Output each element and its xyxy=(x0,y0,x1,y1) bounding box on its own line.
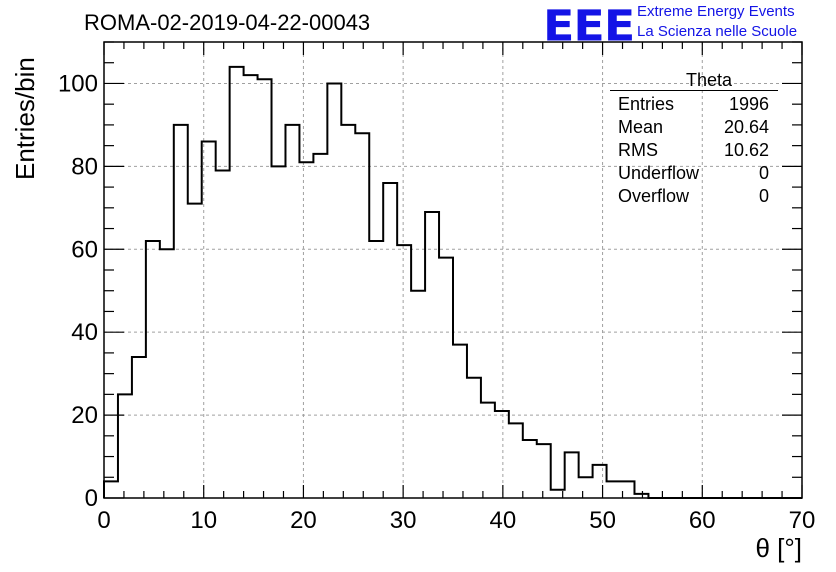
stats-label: Overflow xyxy=(618,186,690,206)
stats-value: 1996 xyxy=(728,94,769,114)
histogram-line xyxy=(103,65,802,499)
x-tick-label: 70 xyxy=(789,507,816,534)
stats-divider xyxy=(610,90,778,91)
stats-value: 0 xyxy=(758,163,769,183)
stats-row-overflow: Overflow 0 xyxy=(610,185,778,208)
y-tick-labels: 0 20 40 60 80 100 xyxy=(58,70,98,512)
y-tick-label: 80 xyxy=(71,153,98,180)
x-tick-label: 10 xyxy=(190,507,217,534)
stats-row-entries: Entries 1996 xyxy=(610,93,778,116)
y-axis-label: Entries/bin xyxy=(10,57,40,180)
stats-label: RMS xyxy=(618,140,658,160)
stats-value: 0 xyxy=(758,186,769,206)
stats-box: Theta Entries 1996 Mean 20.64 RMS 10.62 … xyxy=(610,70,778,208)
x-tick-label: 20 xyxy=(290,507,317,534)
x-tick-label: 30 xyxy=(390,507,417,534)
axis-ticks xyxy=(103,41,803,499)
x-tick-label: 0 xyxy=(97,507,110,534)
eee-logo: EEE xyxy=(543,1,635,51)
y-tick-label: 0 xyxy=(85,485,98,512)
x-tick-label: 60 xyxy=(689,507,716,534)
stats-title: Theta xyxy=(685,70,733,90)
stats-label: Underflow xyxy=(618,163,700,183)
x-tick-label: 40 xyxy=(490,507,517,534)
y-tick-label: 60 xyxy=(71,236,98,263)
stats-row-rms: RMS 10.62 xyxy=(610,139,778,162)
y-tick-label: 40 xyxy=(71,319,98,346)
logo-caption-line2: La Scienza nelle Scuole xyxy=(637,23,798,40)
logo-caption: Extreme Energy Events La Scienza nelle S… xyxy=(637,2,797,42)
stats-label: Mean xyxy=(618,117,664,137)
plot-frame xyxy=(103,41,803,499)
x-tick-label: 50 xyxy=(589,507,616,534)
y-tick-label: 20 xyxy=(71,402,98,429)
stats-value: 10.62 xyxy=(723,140,769,160)
logo-caption-line1: Extreme Energy Events xyxy=(637,3,795,20)
y-tick-label: 100 xyxy=(58,70,98,97)
stats-label: Entries xyxy=(618,94,675,114)
stats-value: 20.64 xyxy=(723,117,769,137)
stats-row-mean: Mean 20.64 xyxy=(610,116,778,139)
stats-row-underflow: Underflow 0 xyxy=(610,162,778,185)
x-axis-label: θ [°] xyxy=(755,533,802,563)
x-tick-labels: 0 10 20 30 40 50 60 70 xyxy=(97,507,815,534)
run-title: ROMA-02-2019-04-22-00043 xyxy=(84,10,371,35)
